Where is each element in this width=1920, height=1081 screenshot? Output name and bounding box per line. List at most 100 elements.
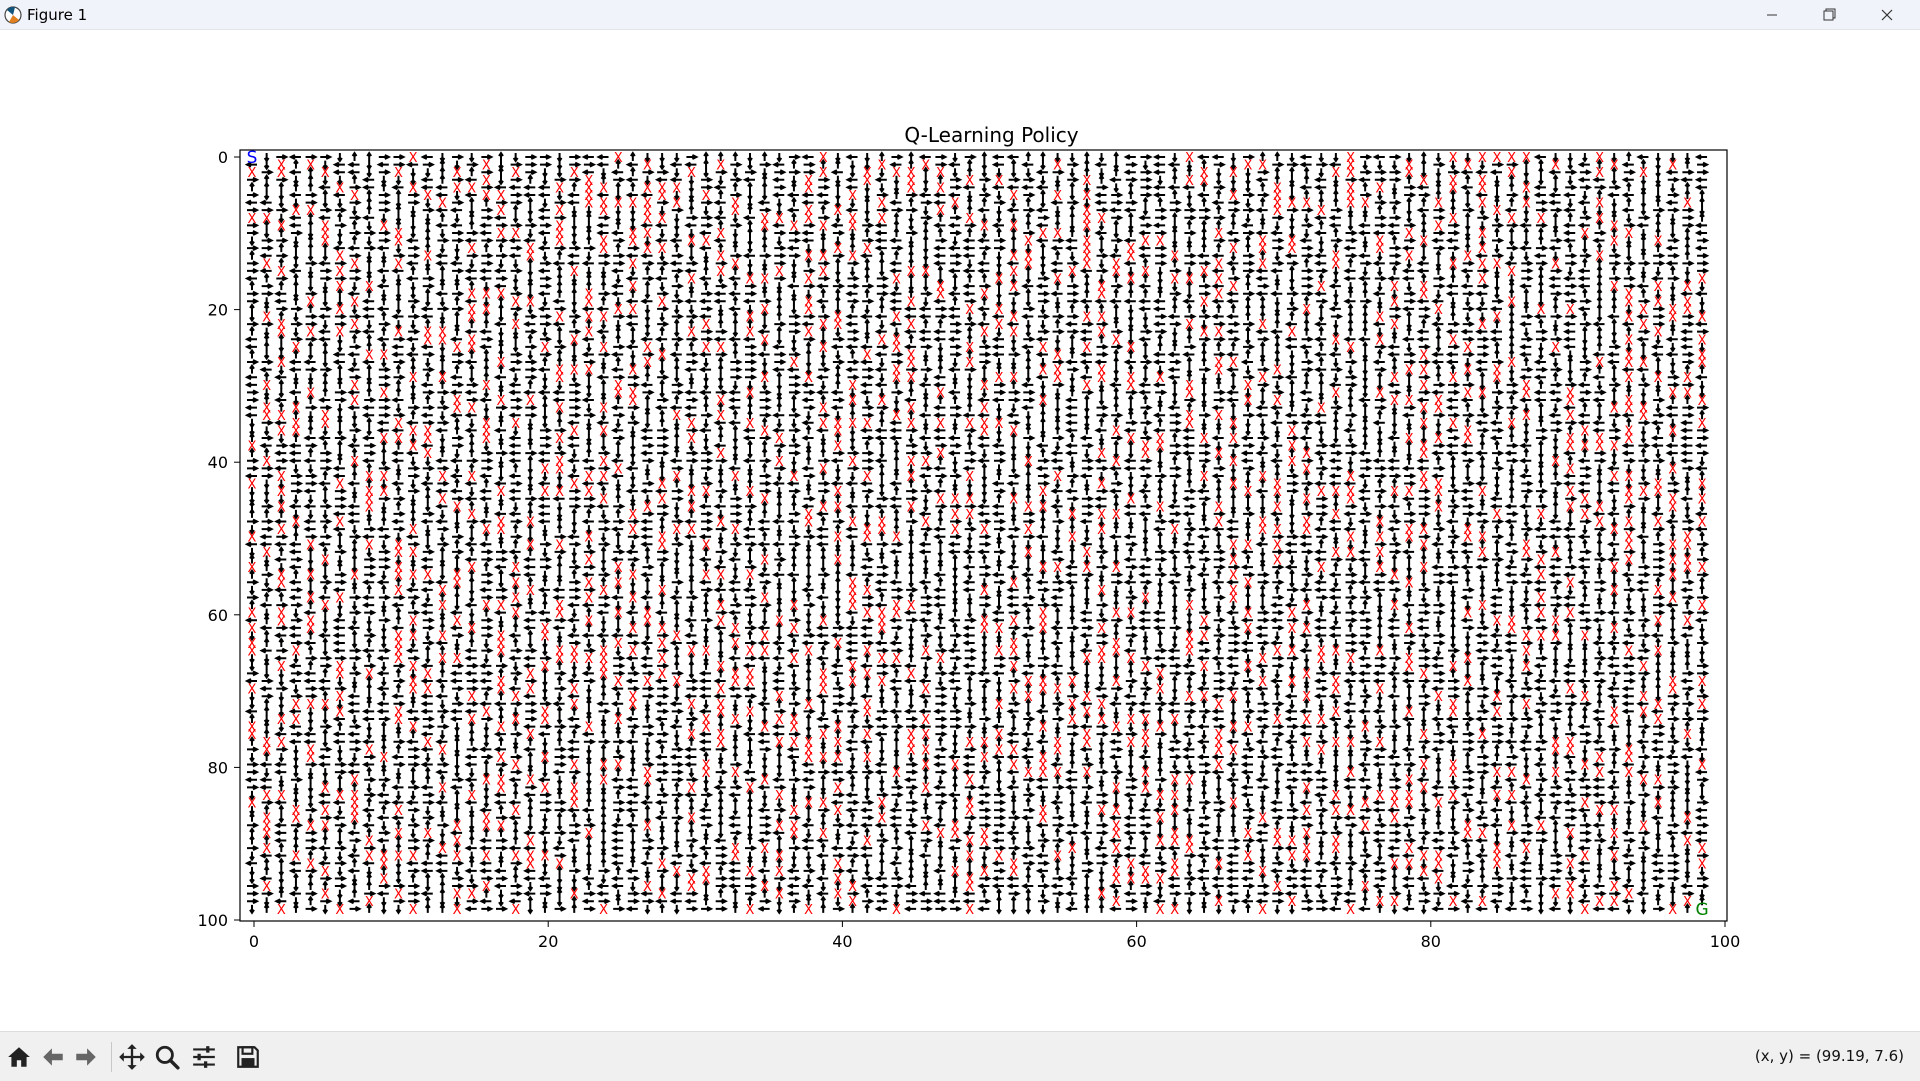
policy-arrow-left — [1680, 328, 1693, 335]
policy-arrow-up — [1157, 341, 1163, 351]
policy-arrow-right — [1638, 457, 1651, 464]
policy-arrow-up — [1274, 173, 1281, 184]
policy-arrow-right — [1609, 343, 1622, 350]
close-button[interactable] — [1858, 0, 1916, 29]
policy-arrow-down — [1523, 168, 1530, 178]
policy-arrow-right — [759, 161, 772, 168]
policy-arrow-left — [640, 518, 653, 525]
policy-arrow-right — [642, 457, 655, 464]
policy-arrow-right — [452, 199, 465, 206]
policy-arrow-right — [1184, 503, 1197, 510]
policy-arrow-down — [644, 585, 651, 596]
policy-arrow-left — [1226, 230, 1239, 236]
policy-arrow-left — [1299, 412, 1312, 419]
policy-arrow-right — [525, 169, 538, 176]
policy-arrow-up — [527, 173, 534, 184]
policy-arrow-right — [906, 442, 919, 449]
policy-arrow-up — [454, 280, 460, 291]
policy-arrow-left — [1138, 511, 1151, 517]
policy-arrow-right — [1697, 268, 1710, 274]
policy-arrow-up — [1113, 219, 1120, 230]
policy-arrow-left — [889, 199, 902, 206]
policy-arrow-right — [378, 199, 392, 206]
policy-arrow-left — [1357, 336, 1371, 343]
policy-arrow-right — [788, 252, 802, 259]
policy-arrow-right — [305, 313, 318, 320]
policy-arrow-up — [1376, 492, 1383, 503]
policy-arrow-right — [1052, 518, 1065, 525]
policy-arrow-left — [728, 586, 741, 593]
policy-arrow-left — [1152, 321, 1166, 327]
policy-arrow-up — [586, 447, 592, 458]
policy-arrow-right — [1682, 518, 1695, 525]
policy-arrow-right — [1506, 192, 1519, 198]
policy-arrow-up — [1655, 424, 1661, 435]
policy-arrow-up — [1303, 173, 1310, 184]
policy-arrow-right — [935, 473, 948, 479]
policy-arrow-down — [1494, 289, 1500, 300]
policy-arrow-right — [261, 283, 274, 289]
policy-arrow-down — [732, 570, 739, 581]
policy-arrow-up — [1113, 151, 1120, 161]
restore-button[interactable] — [1800, 0, 1858, 29]
policy-arrow-up — [1391, 234, 1398, 245]
policy-arrow-left — [1416, 268, 1429, 274]
policy-arrow-down — [1069, 168, 1076, 178]
policy-arrow-left — [1152, 192, 1166, 198]
policy-arrow-left — [845, 321, 858, 327]
policy-arrow-down — [1494, 282, 1500, 292]
policy-arrow-right — [993, 518, 1007, 525]
policy-arrow-left — [1548, 199, 1561, 206]
policy-arrow-left — [757, 526, 770, 533]
policy-arrow-left — [537, 184, 550, 191]
policy-arrow-down — [1362, 585, 1369, 596]
policy-arrow-left — [1035, 184, 1048, 191]
policy-arrow-right — [1623, 222, 1637, 229]
policy-arrow-right — [1316, 465, 1329, 472]
policy-arrow-right — [1242, 230, 1256, 236]
policy-arrow-up — [732, 424, 739, 435]
policy-arrow-up — [307, 181, 314, 192]
policy-arrow-right — [334, 579, 348, 586]
policy-arrow-left — [1636, 579, 1649, 586]
policy-arrow-left — [977, 207, 990, 214]
policy-arrow-left — [815, 526, 829, 533]
policy-arrow-down — [468, 259, 475, 270]
policy-arrow-left — [1431, 564, 1444, 570]
policy-arrow-down — [717, 206, 724, 216]
policy-arrow-down — [1552, 251, 1559, 262]
policy-arrow-up — [439, 561, 446, 572]
policy-arrow-left — [1035, 237, 1048, 244]
policy-arrow-right — [1697, 169, 1710, 176]
policy-plot[interactable]: Q-Learning Policy X X X X X X X X X X XX X X X X X X X X X X… — [0, 30, 1920, 1031]
policy-arrow-right — [1448, 435, 1461, 441]
policy-arrow-left — [464, 176, 477, 183]
policy-arrow-down — [1611, 494, 1618, 505]
policy-arrow-right — [364, 230, 377, 236]
policy-arrow-up — [1435, 249, 1442, 260]
policy-arrow-right — [1140, 579, 1153, 586]
policy-arrow-left — [640, 526, 653, 533]
policy-arrow-right — [1418, 495, 1431, 502]
policy-arrow-up — [1655, 386, 1661, 397]
minimize-button[interactable] — [1743, 0, 1801, 29]
policy-arrow-right — [686, 359, 699, 365]
policy-arrow-up — [1113, 287, 1120, 298]
policy-arrow-up — [791, 211, 797, 222]
policy-arrow-right — [1404, 184, 1417, 191]
policy-arrow-up — [659, 561, 665, 572]
policy-arrow-left — [303, 526, 316, 533]
policy-arrow-down — [776, 335, 783, 346]
policy-arrow-down — [512, 502, 519, 513]
policy-arrow-right — [1345, 442, 1358, 449]
policy-arrow-right — [979, 564, 992, 570]
policy-arrow-up — [1479, 462, 1486, 473]
policy-arrow-left — [1680, 457, 1693, 464]
policy-arrow-left — [508, 488, 521, 495]
policy-arrow-left — [669, 457, 682, 464]
policy-arrow-up — [1523, 287, 1530, 298]
policy-arrow-left — [772, 366, 785, 373]
policy-arrow-left — [420, 480, 433, 487]
policy-arrow-left — [259, 366, 272, 373]
